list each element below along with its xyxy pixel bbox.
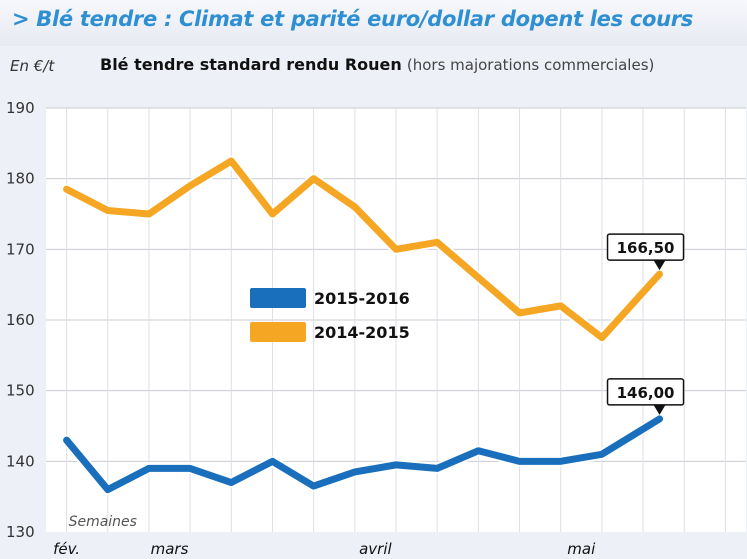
series-line	[63, 415, 664, 494]
callout-pointer	[653, 404, 666, 415]
callout-value: 146,00	[617, 384, 675, 402]
y-tick-label: 190	[6, 99, 35, 117]
page-title: > Blé tendre : Climat et parité euro/dol…	[12, 7, 694, 31]
unit-label: En €/t	[10, 57, 55, 75]
value-callouts: 146,00 166,50	[606, 233, 685, 415]
y-tick-label: 170	[6, 240, 35, 258]
series-lines	[61, 155, 666, 496]
x-month-label: avril	[359, 540, 392, 558]
callout-box	[606, 378, 685, 406]
y-axis-ticks: 130 140 150 160 170 180 190	[6, 99, 35, 541]
legend-label: 2014-2015	[314, 323, 410, 342]
series-line	[63, 157, 664, 342]
x-month-label: fév.	[53, 540, 80, 558]
legend-swatch	[250, 322, 306, 342]
legend: 2015-2016 2014-2015	[250, 288, 410, 342]
title-bar: > Blé tendre : Climat et parité euro/dol…	[0, 0, 747, 46]
y-tick-label: 180	[6, 170, 35, 188]
callout-box	[606, 233, 685, 261]
chart-title: Blé tendre standard rendu Rouen	[100, 55, 402, 74]
callout-pointer	[653, 260, 666, 271]
chart-note: (hors majorations commerciales)	[406, 56, 655, 74]
callout-value: 166,50	[617, 239, 675, 257]
y-tick-label: 130	[6, 523, 35, 541]
x-axis-title: Semaines	[69, 514, 137, 530]
x-month-label: mai	[567, 540, 596, 558]
y-tick-label: 160	[6, 311, 35, 329]
y-tick-label: 150	[6, 382, 35, 400]
chart-subtitle: Blé tendre standard rendu Rouen (hors ma…	[100, 55, 654, 74]
y-tick-label: 140	[6, 452, 35, 470]
legend-label: 2015-2016	[314, 289, 410, 308]
x-axis-month-labels: fév. mars avril mai	[53, 540, 596, 558]
legend-swatch	[250, 288, 306, 308]
x-month-label: mars	[151, 540, 189, 558]
